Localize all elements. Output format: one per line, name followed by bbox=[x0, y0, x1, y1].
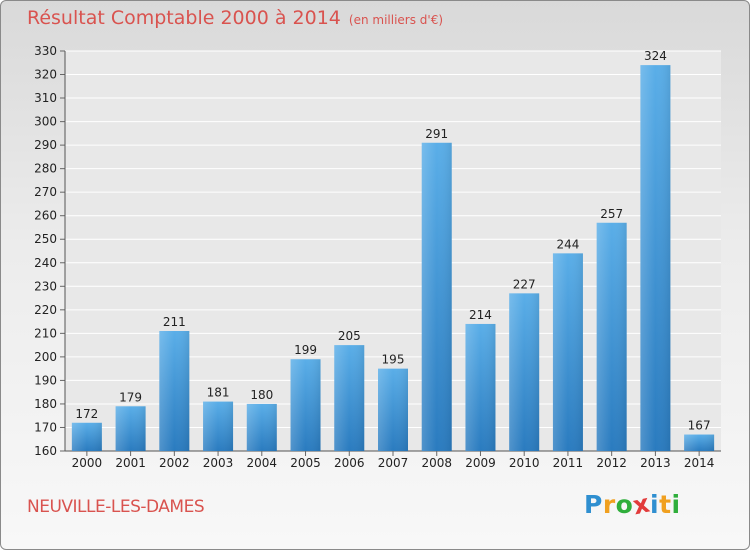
bar-value-label: 244 bbox=[556, 237, 579, 251]
y-tick-label: 240 bbox=[34, 256, 57, 270]
x-tick-label: 2002 bbox=[159, 456, 190, 470]
bar-value-label: 199 bbox=[294, 343, 317, 357]
y-tick-label: 180 bbox=[34, 397, 57, 411]
x-tick-label: 2008 bbox=[421, 456, 452, 470]
bar-value-label: 227 bbox=[513, 277, 536, 291]
y-tick-label: 170 bbox=[34, 420, 57, 434]
y-tick-label: 160 bbox=[34, 444, 57, 458]
bar-shading bbox=[684, 434, 715, 451]
bar-shading bbox=[334, 345, 365, 451]
y-tick-label: 220 bbox=[34, 303, 57, 317]
x-tick-label: 2009 bbox=[465, 456, 496, 470]
bar-shading bbox=[203, 401, 234, 451]
bar-shading bbox=[596, 222, 627, 451]
x-tick-label: 2007 bbox=[378, 456, 409, 470]
bar-value-label: 180 bbox=[250, 388, 273, 402]
bar-value-label: 181 bbox=[207, 386, 230, 400]
x-tick-label: 2014 bbox=[684, 456, 715, 470]
x-tick-label: 2010 bbox=[509, 456, 540, 470]
bar-value-label: 291 bbox=[425, 127, 448, 141]
bar-shading bbox=[290, 359, 321, 451]
x-tick-label: 2003 bbox=[203, 456, 234, 470]
y-tick-label: 200 bbox=[34, 350, 57, 364]
y-tick-label: 250 bbox=[34, 232, 57, 246]
x-tick-label: 2004 bbox=[247, 456, 278, 470]
y-tick-label: 310 bbox=[34, 91, 57, 105]
bar-value-label: 172 bbox=[75, 407, 98, 421]
chart-title-text: Résultat Comptable 2000 à 2014 bbox=[27, 7, 341, 29]
bar-shading bbox=[509, 293, 540, 451]
bar-value-label: 214 bbox=[469, 308, 492, 322]
proxiti-logo: Proxiti bbox=[584, 489, 681, 521]
y-tick-label: 230 bbox=[34, 279, 57, 293]
y-tick-label: 190 bbox=[34, 373, 57, 387]
x-tick-label: 2001 bbox=[115, 456, 146, 470]
bar-value-label: 211 bbox=[163, 315, 186, 329]
bar-shading bbox=[552, 253, 583, 451]
plot-area: 160 170 180 190 200 210 220 230 240 250 260 270 280 2… bbox=[34, 44, 721, 470]
chart-unit: (en milliers d'€) bbox=[348, 13, 444, 27]
y-tick-label: 300 bbox=[34, 115, 57, 129]
bar-shading bbox=[159, 331, 190, 451]
logo-letter: i bbox=[671, 490, 681, 519]
chart-title: Résultat Comptable 2000 à 2014 (en millie… bbox=[27, 7, 443, 29]
place-name: NEUVILLE-LES-DAMES bbox=[27, 497, 205, 517]
bar-value-label: 179 bbox=[119, 390, 142, 404]
y-tick-label: 270 bbox=[34, 185, 57, 199]
bar-value-label: 195 bbox=[382, 353, 405, 367]
y-tick-label: 280 bbox=[34, 162, 57, 176]
x-tick-label: 2013 bbox=[640, 456, 671, 470]
bar-value-label: 324 bbox=[644, 49, 667, 63]
x-tick-label: 2011 bbox=[553, 456, 584, 470]
bar-shading bbox=[246, 403, 277, 451]
x-tick-label: 2006 bbox=[334, 456, 365, 470]
bar-value-label: 167 bbox=[688, 419, 711, 433]
y-tick-label: 260 bbox=[34, 209, 57, 223]
x-tick-label: 2005 bbox=[290, 456, 321, 470]
logo-letter: P bbox=[584, 490, 603, 519]
bar-value-label: 205 bbox=[338, 329, 361, 343]
logo-letter: i bbox=[650, 490, 660, 519]
logo-letter: t bbox=[659, 490, 672, 519]
x-tick-label: 2012 bbox=[596, 456, 627, 470]
bar-shading bbox=[378, 368, 408, 451]
y-tick-label: 290 bbox=[34, 138, 57, 152]
bar-shading bbox=[71, 422, 102, 451]
logo-letter: o bbox=[615, 490, 634, 519]
bar-value-label: 257 bbox=[600, 207, 623, 221]
y-tick-label: 330 bbox=[34, 44, 57, 58]
bar-shading bbox=[115, 406, 146, 451]
x-tick-label: 2000 bbox=[72, 456, 103, 470]
y-tick-label: 210 bbox=[34, 326, 57, 340]
bar-shading bbox=[640, 65, 671, 451]
bar-shading bbox=[421, 142, 452, 451]
bar-shading bbox=[465, 323, 496, 451]
y-tick-label: 320 bbox=[34, 68, 57, 82]
logo-letter: r bbox=[602, 490, 616, 519]
